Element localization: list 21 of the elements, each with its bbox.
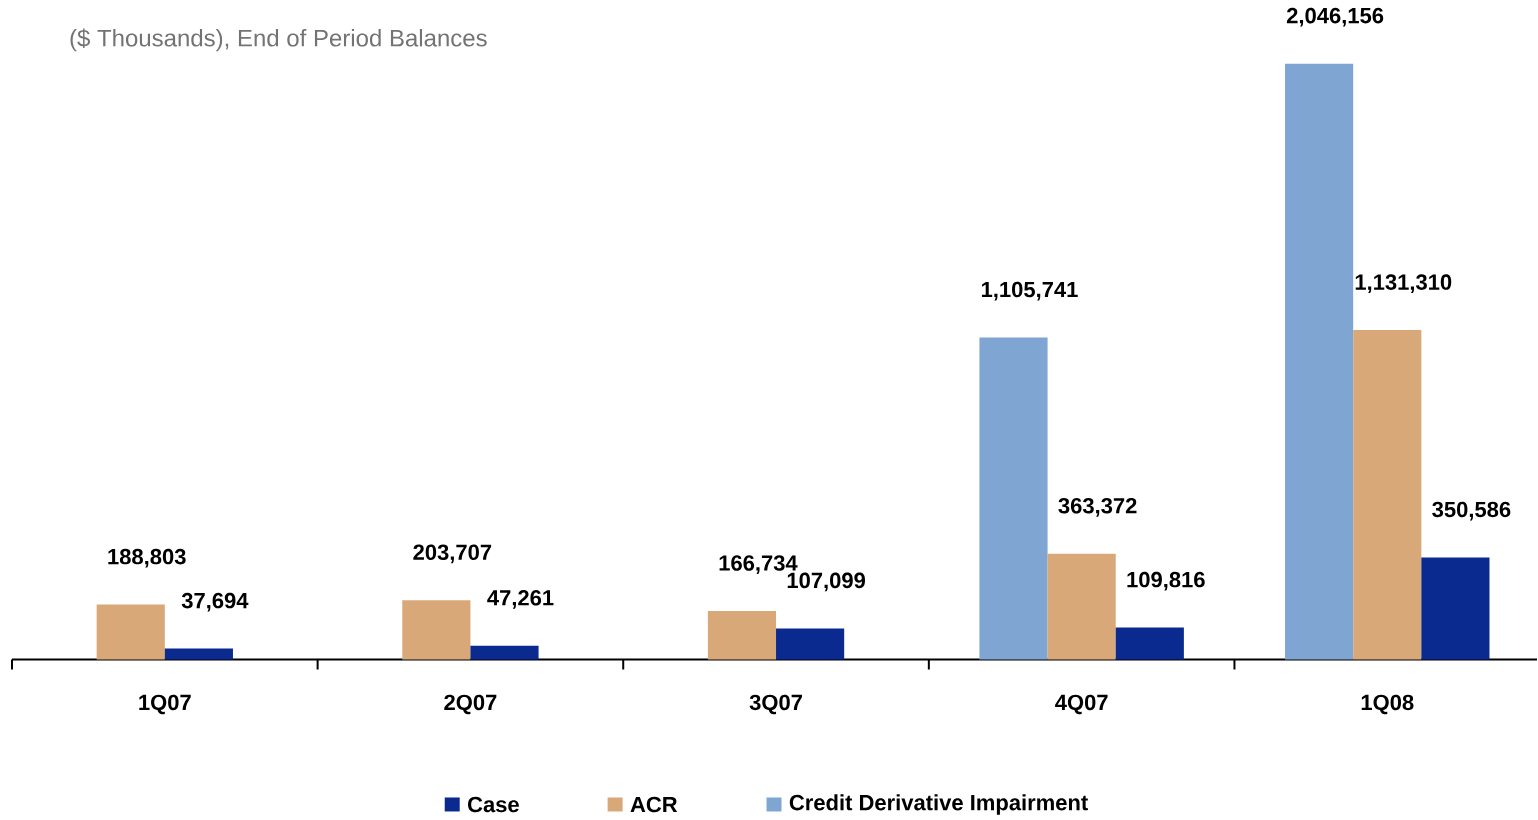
legend-label: ACR	[630, 796, 678, 813]
data-label: 350,586	[1432, 501, 1511, 521]
x-tick-label: 3Q07	[749, 694, 802, 715]
data-label: 2,046,156	[1286, 7, 1384, 27]
data-label: 188,803	[108, 548, 186, 568]
legend-label: Case	[468, 796, 519, 813]
chart-title: ($ Thousands), End of Period Balances	[70, 28, 487, 52]
x-tick-label: 2Q07	[444, 694, 497, 715]
x-tick-label: 1Q08	[1361, 694, 1414, 715]
data-label: 109,816	[1127, 571, 1205, 591]
x-tick-label: 4Q07	[1055, 694, 1108, 715]
data-label: 1,131,310	[1355, 274, 1452, 293]
legend-label: Credit Derivative Impairment	[789, 794, 1088, 815]
data-label: 37,694	[181, 592, 249, 612]
x-tick-label: 1Q07	[139, 694, 191, 715]
data-label: 1,105,741	[981, 281, 1078, 301]
data-label: 107,099	[787, 572, 866, 592]
data-label: 47,261	[487, 589, 554, 609]
data-label: 363,372	[1058, 497, 1137, 517]
data-label: 166,734	[719, 555, 798, 574]
data-label: 203,707	[413, 544, 492, 563]
